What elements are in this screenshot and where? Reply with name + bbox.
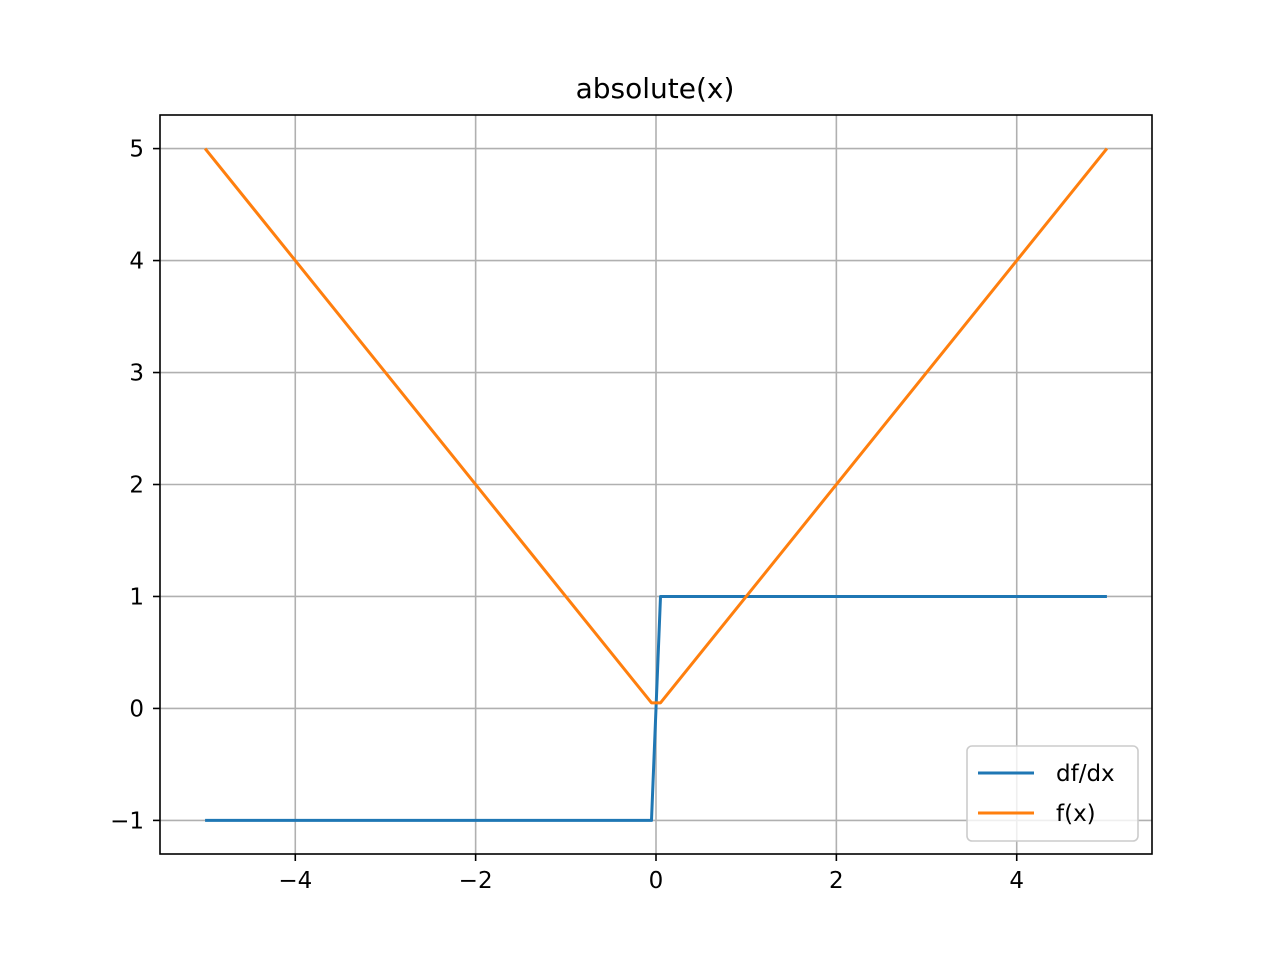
y-tick-label: 0: [129, 696, 144, 722]
plot-series: [203, 147, 1109, 822]
y-tick-label: −1: [110, 808, 144, 834]
y-tick-label: 4: [129, 249, 144, 275]
y-tick-label: 3: [129, 361, 144, 387]
chart-title: absolute(x): [576, 72, 735, 105]
x-tick-label: 4: [1009, 868, 1024, 894]
series-line-f-x: [203, 147, 1109, 705]
y-tick-label: 1: [129, 584, 144, 610]
legend-label-df-dx: df/dx: [1056, 761, 1115, 787]
y-tick-label: 2: [129, 473, 144, 499]
legend-box: [966, 745, 1139, 842]
series-line-df-dx: [205, 594, 1107, 822]
x-tick-label: 2: [829, 868, 844, 894]
legend-label-f-x: f(x): [1056, 801, 1096, 827]
x-tick-label: −2: [459, 868, 493, 894]
x-tick-label: −4: [278, 868, 312, 894]
axis-ticks: −4 −2 0 2 4 −1 0 1 2 3 4 5: [110, 137, 1024, 894]
x-tick-label: 0: [649, 868, 664, 894]
legend: df/dx f(x): [966, 745, 1139, 842]
y-tick-label: 5: [129, 137, 144, 163]
